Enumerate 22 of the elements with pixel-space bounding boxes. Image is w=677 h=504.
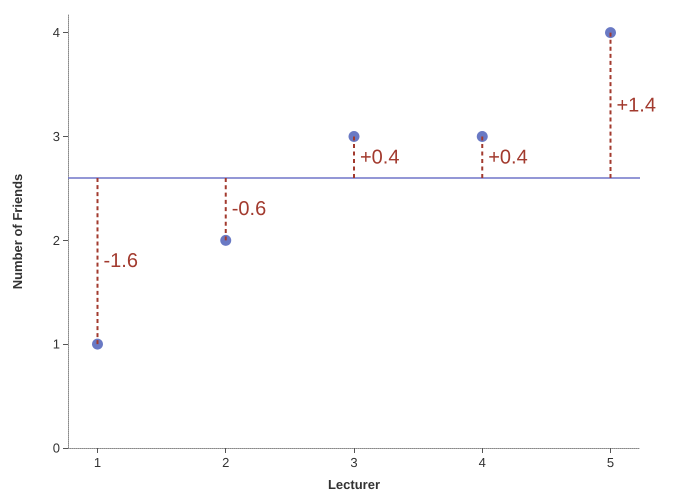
x-axis-title: Lecturer [328,477,380,492]
y-tick-label: 2 [52,232,60,248]
annotation: -0.6 [232,198,266,220]
point [348,130,360,142]
y-tick-label: 1 [52,336,60,352]
x-tick-label: 3 [350,455,358,470]
x-tick-label: 5 [606,455,614,470]
annotation: -1.6 [104,250,138,272]
point [476,130,488,142]
y-axis-title: Number of Friends [10,174,25,290]
point [220,234,232,246]
x-tick-label: 1 [94,455,102,470]
x-tick-label: 4 [478,455,486,470]
annotation: +0.4 [360,146,400,168]
annotation: +0.4 [488,146,528,168]
y-tick-label: 3 [52,128,60,144]
point [605,27,616,38]
annotation: +1.4 [616,94,656,116]
y-tick-label: 4 [52,25,60,40]
y-tick-label: 0 [52,440,60,456]
point [92,338,103,350]
x-tick-label: 2 [222,455,230,470]
